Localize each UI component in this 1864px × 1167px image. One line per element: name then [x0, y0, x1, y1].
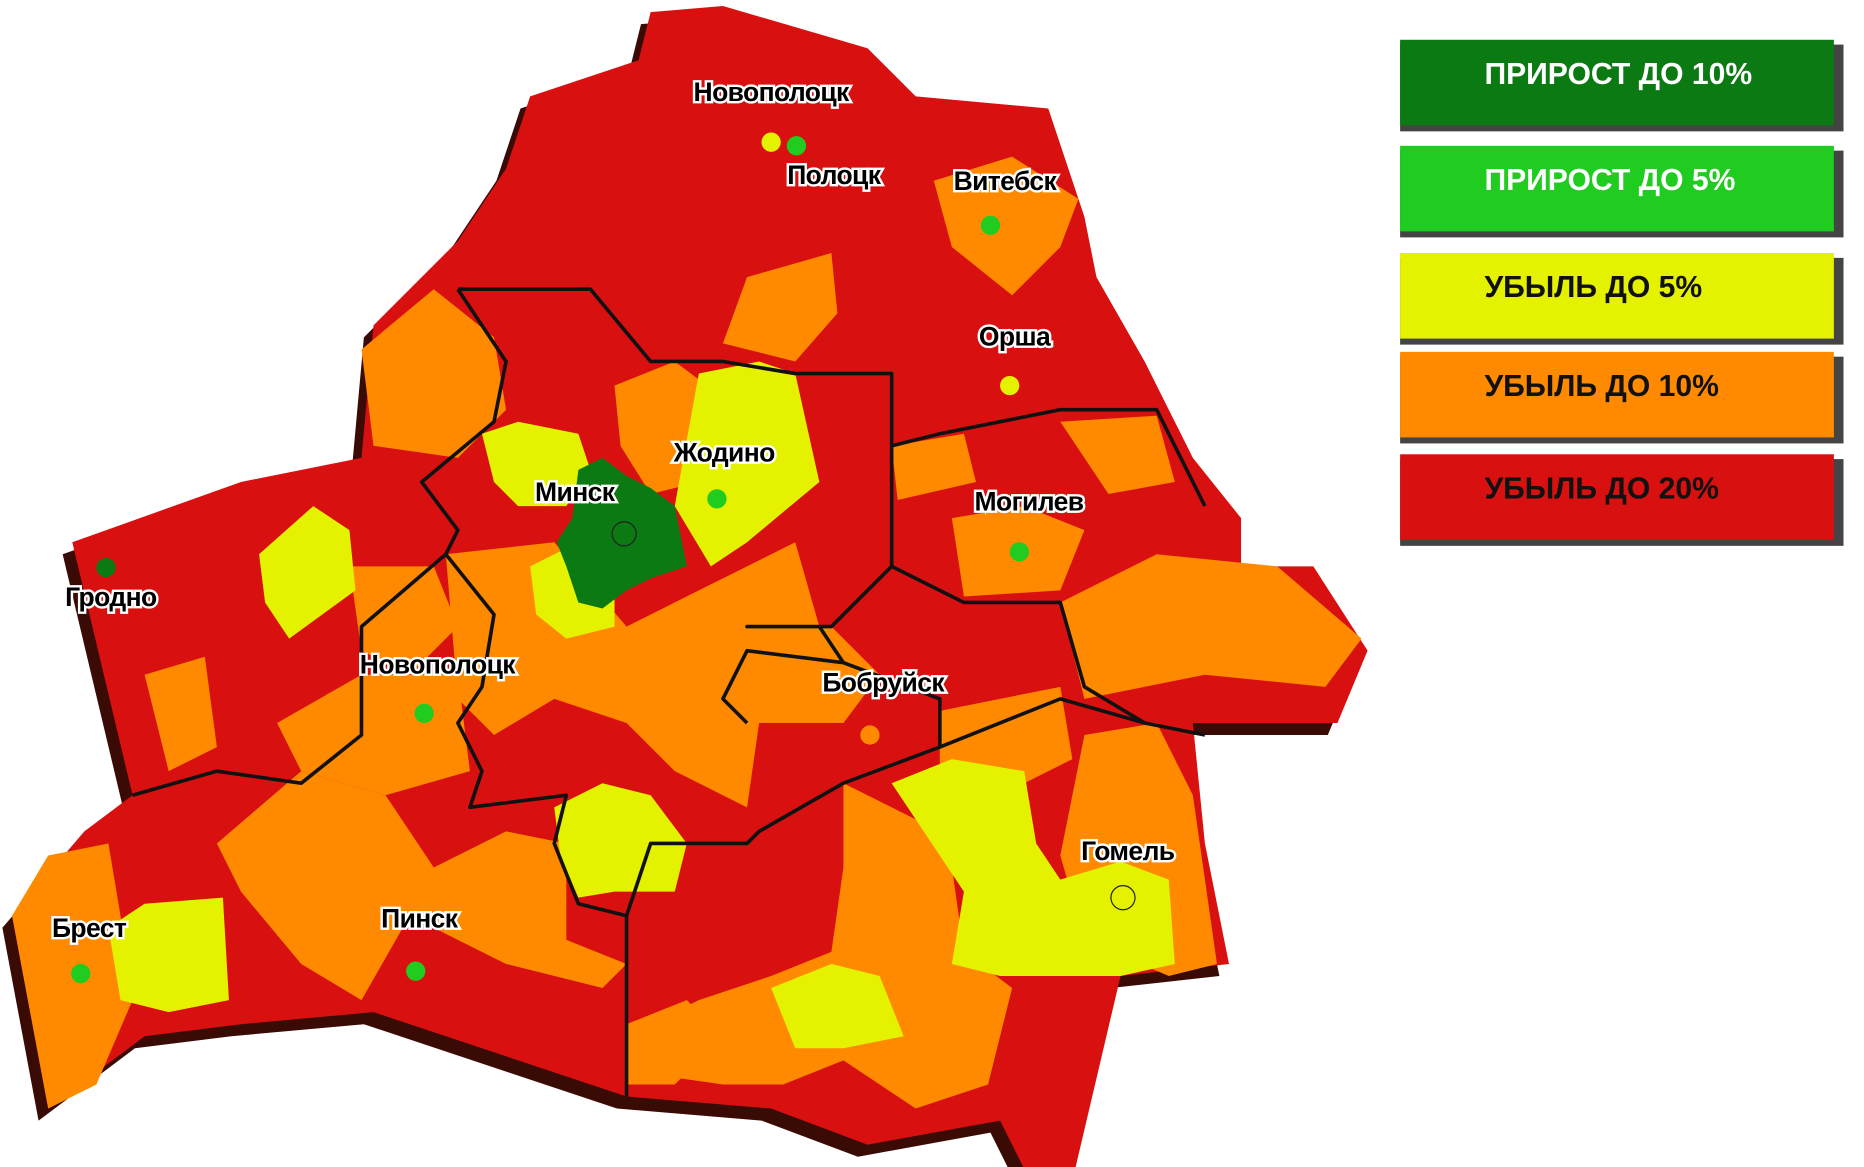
- city-label: Полоцк: [787, 160, 882, 190]
- legend-swatch: [1400, 454, 1834, 540]
- city-dot: [980, 215, 1001, 235]
- legend: ПРИРОСТ ДО 10% ПРИРОСТ ДО 5% УБЫЛЬ ДО 5% УБ…: [1400, 39, 1844, 546]
- district: [933, 156, 1079, 296]
- legend-label: УБЫЛЬ ДО 5%: [1484, 271, 1702, 304]
- city-dot: [786, 136, 807, 156]
- city-label: Брест: [52, 913, 127, 943]
- legend-label: ПРИРОСТ ДО 10%: [1484, 58, 1752, 91]
- district: [554, 783, 687, 898]
- city-dot: [1000, 375, 1020, 396]
- cities: Новополоцк Полоцк Витебск Орша Могилев Жодино…: [50, 75, 1178, 984]
- city-label: Новополоцк: [360, 649, 517, 679]
- legend-swatch: [1400, 39, 1834, 126]
- legend-label: УБЫЛЬ ДО 10%: [1484, 370, 1718, 403]
- city-label: Витебск: [954, 166, 1058, 196]
- city-label: Могилев: [975, 487, 1084, 517]
- district: [481, 421, 591, 507]
- city-label: Гомель: [1081, 836, 1175, 866]
- district: [891, 759, 1175, 977]
- district-minsk: [556, 457, 687, 609]
- district: [626, 783, 1013, 1109]
- legend-label: ПРИРОСТ ДО 5%: [1484, 164, 1735, 197]
- district: [259, 506, 356, 639]
- city-dot: [761, 132, 781, 152]
- district: [674, 361, 820, 567]
- city-dot: [860, 725, 880, 745]
- districts-yellow: [108, 361, 1175, 1049]
- city-label: Пинск: [381, 904, 459, 934]
- district: [361, 289, 507, 458]
- district: [1060, 554, 1362, 699]
- district: [216, 771, 627, 1001]
- legend-swatch: [1400, 253, 1834, 339]
- district: [891, 433, 976, 501]
- district: [626, 1000, 723, 1085]
- city-dot: [414, 703, 434, 723]
- country: [2, 6, 1368, 1167]
- city-dot: [1009, 542, 1029, 562]
- districts-orange: [12, 156, 1362, 1109]
- oblast-borders: [132, 287, 1207, 1097]
- district: [771, 963, 904, 1049]
- legend-label: УБЫЛЬ ДО 20%: [1484, 472, 1718, 505]
- city-label: Жодино: [673, 437, 776, 467]
- city-dot: [611, 521, 637, 547]
- district: [747, 626, 880, 723]
- city-label: Новополоцк: [694, 77, 851, 107]
- district: [939, 686, 1073, 784]
- city-dot: [1110, 885, 1136, 911]
- legend-swatch: [1400, 145, 1834, 232]
- legend-swatch: [1400, 351, 1834, 438]
- city-label: Орша: [979, 322, 1051, 352]
- city-label: Минск: [535, 477, 616, 507]
- district: [108, 897, 229, 1013]
- city-dot: [406, 961, 426, 981]
- district: [1060, 415, 1175, 495]
- city-dot: [707, 489, 727, 509]
- city-dot: [71, 963, 91, 984]
- city-dot: [96, 557, 116, 578]
- city-label: Бобруйск: [822, 667, 945, 697]
- district: [349, 566, 458, 675]
- district: [722, 253, 838, 362]
- city-label: Гродно: [65, 582, 157, 612]
- district: [144, 656, 217, 772]
